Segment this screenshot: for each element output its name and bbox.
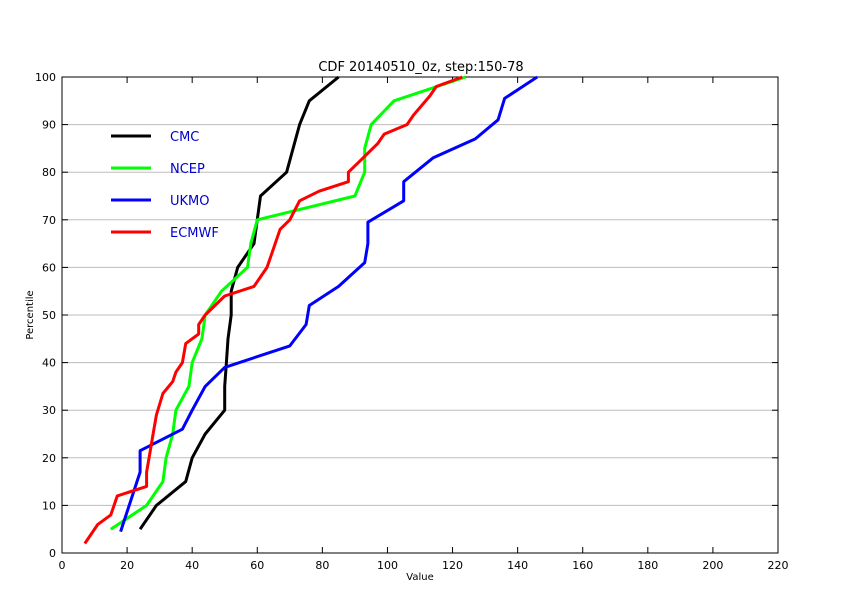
y-tick-label: 90 bbox=[42, 119, 56, 132]
x-tick-label: 20 bbox=[120, 559, 134, 572]
series-line-ecmwf bbox=[83, 75, 463, 545]
series-layer bbox=[83, 75, 539, 545]
y-tick-label: 0 bbox=[49, 547, 56, 560]
axis-ticks: 0 10 20 30 40 50 60 70 80 90 100 0 20 40 60 80 100 120 140… bbox=[35, 71, 789, 572]
chart-title: CDF 20140510_0z, step:150-78 bbox=[318, 60, 523, 75]
x-tick-label: 80 bbox=[315, 559, 329, 572]
legend-label-ncep: NCEP bbox=[170, 162, 205, 177]
x-tick-label: 220 bbox=[768, 559, 789, 572]
y-tick-label: 50 bbox=[42, 309, 56, 322]
x-tick-label: 200 bbox=[702, 559, 723, 572]
y-tick-label: 40 bbox=[42, 357, 56, 370]
y-tick-label: 10 bbox=[42, 499, 56, 512]
x-tick-label: 100 bbox=[377, 559, 398, 572]
series-line-cmc bbox=[138, 75, 340, 531]
x-tick-label: 60 bbox=[250, 559, 264, 572]
x-axis-label: Value bbox=[406, 572, 433, 583]
y-axis-label: Percentile bbox=[25, 290, 36, 339]
y-tick-label: 20 bbox=[42, 452, 56, 465]
x-tick-label: 180 bbox=[637, 559, 658, 572]
series-line-ukmo bbox=[119, 75, 539, 533]
x-tick-label: 120 bbox=[442, 559, 463, 572]
x-tick-label: 40 bbox=[185, 559, 199, 572]
series-line-ncep bbox=[109, 75, 467, 531]
y-tick-label: 60 bbox=[42, 261, 56, 274]
y-tick-label: 100 bbox=[35, 71, 56, 84]
x-tick-label: 0 bbox=[59, 559, 66, 572]
x-tick-label: 140 bbox=[507, 559, 528, 572]
y-tick-label: 30 bbox=[42, 404, 56, 417]
x-tick-label: 160 bbox=[572, 559, 593, 572]
legend: CMC NCEP UKMO ECMWF bbox=[111, 130, 219, 241]
legend-label-ukmo: UKMO bbox=[170, 194, 210, 209]
y-tick-label: 70 bbox=[42, 214, 56, 227]
legend-label-ecmwf: ECMWF bbox=[170, 226, 219, 241]
y-tick-label: 80 bbox=[42, 166, 56, 179]
legend-label-cmc: CMC bbox=[170, 130, 199, 145]
